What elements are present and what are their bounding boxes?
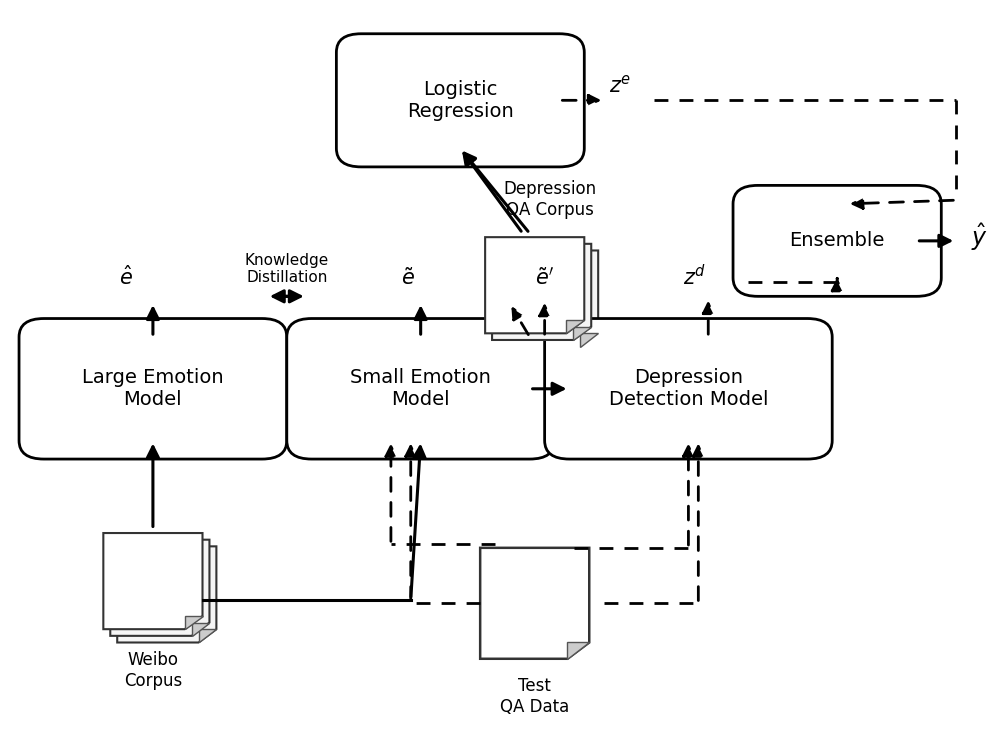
Text: $\tilde{e}$: $\tilde{e}$ xyxy=(401,267,415,289)
FancyBboxPatch shape xyxy=(733,186,941,296)
Text: Small Emotion
Model: Small Emotion Model xyxy=(350,368,491,409)
Text: Depression
Detection Model: Depression Detection Model xyxy=(609,368,768,409)
Text: $z^{d}$: $z^{d}$ xyxy=(683,264,707,289)
Polygon shape xyxy=(192,622,209,636)
FancyBboxPatch shape xyxy=(336,34,584,167)
FancyBboxPatch shape xyxy=(19,319,287,459)
Text: $z^{e}$: $z^{e}$ xyxy=(609,75,631,96)
Polygon shape xyxy=(566,320,584,334)
Polygon shape xyxy=(567,643,589,659)
Text: $\hat{y}$: $\hat{y}$ xyxy=(971,221,988,253)
Polygon shape xyxy=(485,237,584,334)
Text: Test
QA Data: Test QA Data xyxy=(500,677,569,716)
Text: $\hat{e}$: $\hat{e}$ xyxy=(119,266,133,289)
Text: Weibo
Corpus: Weibo Corpus xyxy=(124,652,182,690)
Polygon shape xyxy=(480,548,589,659)
Polygon shape xyxy=(580,334,598,346)
Polygon shape xyxy=(185,616,203,629)
Polygon shape xyxy=(492,244,591,340)
Text: Depression
QA Corpus: Depression QA Corpus xyxy=(503,180,596,218)
Polygon shape xyxy=(117,546,216,643)
Polygon shape xyxy=(199,629,216,643)
Text: Large Emotion
Model: Large Emotion Model xyxy=(82,368,224,409)
Polygon shape xyxy=(573,327,591,340)
Text: Knowledge
Distillation: Knowledge Distillation xyxy=(245,253,329,285)
Text: $\tilde{e}'$: $\tilde{e}'$ xyxy=(535,267,554,289)
Polygon shape xyxy=(499,251,598,346)
Text: Logistic
Regression: Logistic Regression xyxy=(407,80,514,121)
Polygon shape xyxy=(110,540,209,636)
Polygon shape xyxy=(103,533,203,629)
FancyBboxPatch shape xyxy=(287,319,555,459)
Text: Ensemble: Ensemble xyxy=(789,231,885,251)
FancyBboxPatch shape xyxy=(545,319,832,459)
